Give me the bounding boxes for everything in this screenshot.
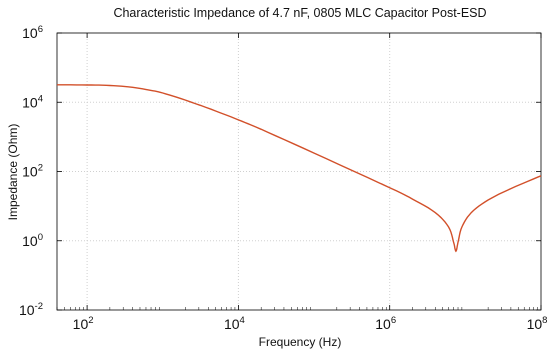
y-tick-label: 106 [22,24,43,41]
x-axis-label: Frequency (Hz) [259,335,342,349]
tick-labels: 102 104 106 108 10-2 100 102 104 106 [19,24,547,332]
x-tick-label: 102 [73,315,94,332]
y-tick-label: 10-2 [19,301,43,318]
series-group [57,85,541,251]
x-tick-label: 106 [375,315,396,332]
series-line [57,85,541,251]
grid-lines [57,33,541,310]
y-tick-label: 104 [22,93,43,110]
y-tick-label: 100 [22,232,43,249]
x-tick-label: 108 [527,315,548,332]
chart-title: Characteristic Impedance of 4.7 nF, 0805… [113,6,486,20]
x-tick-label: 104 [224,315,245,332]
y-axis-label: Impedance (Ohm) [6,124,20,221]
y-tick-label: 102 [22,163,43,180]
